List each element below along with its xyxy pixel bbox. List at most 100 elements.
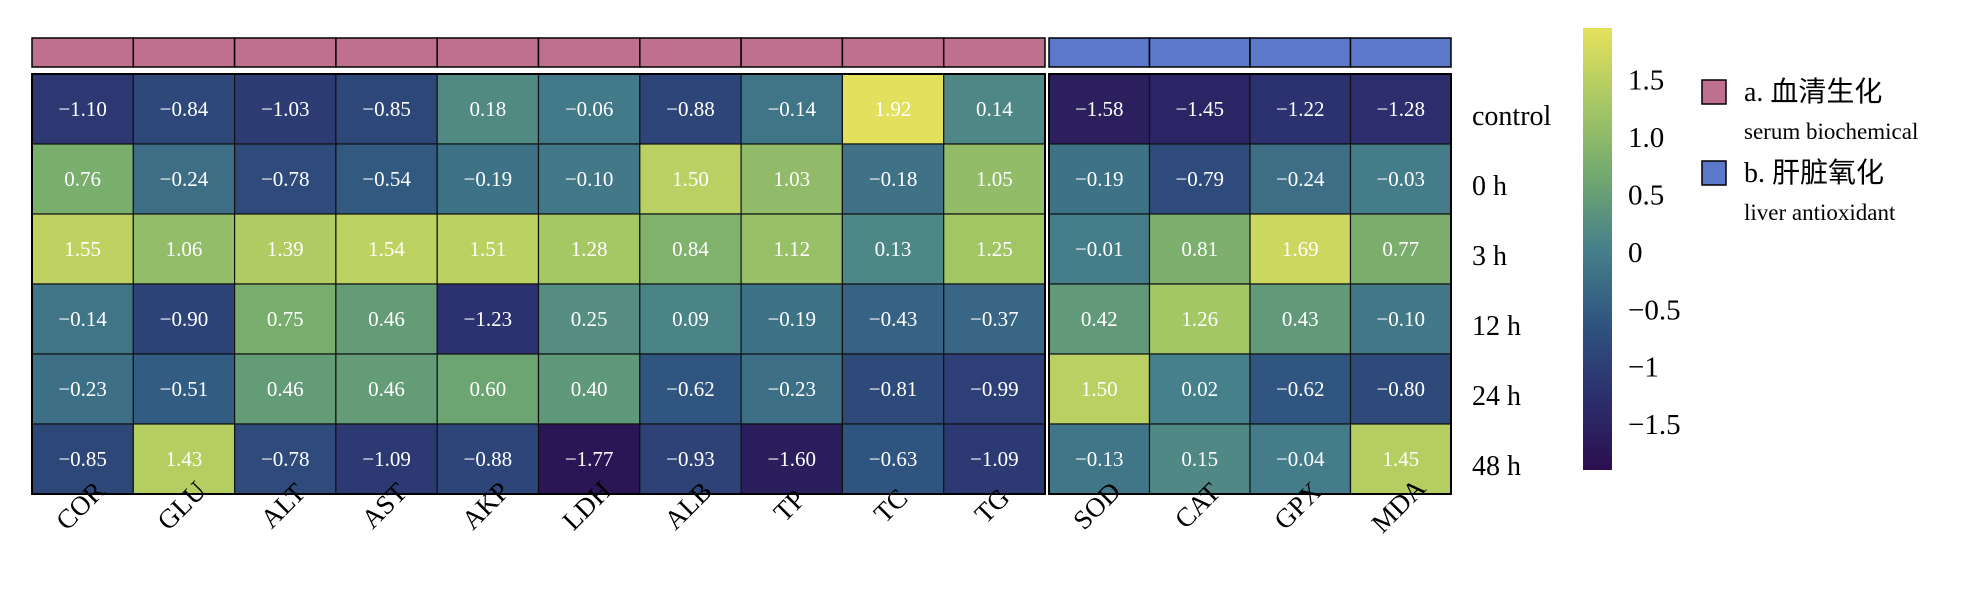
cell-value-label: −0.90 [160,307,209,331]
legend-label: b. 肝脏氧化 [1744,157,1884,189]
group-header-cell-akp [436,37,540,68]
cell-value-label: −0.03 [1376,167,1425,191]
cell-value-label: 1.45 [1382,447,1419,471]
cell-value-label: −0.01 [1075,237,1124,261]
heatmap-cell [1048,353,1151,425]
colorbar [1583,28,1612,470]
cell-value-label: 1.55 [64,237,101,261]
heatmap-cell [841,283,945,355]
cell-value-label: −0.10 [565,167,614,191]
cell-value-label: −0.62 [1276,377,1325,401]
cell-value-label: 1.39 [267,237,304,261]
heatmap-cell [31,283,134,355]
group-header-cell-alb [639,37,742,68]
group-header-cell-cat [1148,37,1251,68]
cell-value-label: −1.10 [58,97,107,121]
cell-value-label: −0.37 [970,307,1019,331]
cell-value-label: −1.45 [1175,97,1224,121]
cell-value-label: 1.06 [166,237,203,261]
colorbar-tick-label: 1.0 [1628,122,1664,154]
group-header-cell-tc [841,37,945,68]
cell-value-label: −0.88 [464,447,513,471]
row-label: 3 h [1472,241,1507,272]
cell-value-label: −1.22 [1276,97,1325,121]
cell-value-label: 1.54 [368,237,405,261]
heatmap-cell [943,73,1046,145]
row-label: control [1472,101,1552,132]
heatmap-cell [537,353,641,425]
legend-label: a. 血清生化 [1744,76,1882,108]
cell-value-label: −0.51 [160,377,209,401]
cell-value-label: 1.43 [166,447,203,471]
heatmap-cell [943,143,1046,215]
cell-value-label: −0.88 [666,97,715,121]
cell-value-label: 1.03 [773,167,810,191]
cell-value-label: 0.18 [469,97,506,121]
heatmap-cell [234,213,337,285]
heatmap-cell [1148,283,1251,355]
heatmap-cell [1148,143,1251,215]
heatmap-cell [841,423,945,495]
cell-value-label: −0.23 [767,377,816,401]
group-header-cell-alt [233,37,337,68]
heatmap-cell [132,353,236,425]
heatmap-cell [436,283,540,355]
heatmap-cell [436,423,540,495]
cell-value-label: 0.42 [1081,307,1118,331]
cell-value-label: 1.69 [1282,237,1319,261]
heatmap-cell [1048,73,1151,145]
group-header-cell-glu [132,37,236,68]
group-header-cell-tg [942,37,1046,68]
colorbar-tick-label: −0.5 [1628,294,1681,326]
cell-value-label: 0.40 [571,377,608,401]
legend-sublabel: liver antioxidant [1744,200,1896,225]
cell-value-label: −0.24 [160,167,209,191]
group-header-cell-sod [1048,37,1151,68]
cell-value-label: 0.43 [1282,307,1319,331]
cell-value-label: 0.75 [267,307,304,331]
colorbar-tick-label: −1 [1628,352,1659,384]
cell-value-label: −0.14 [767,97,816,121]
cell-value-label: 0.02 [1181,377,1218,401]
cell-value-label: −0.78 [261,167,310,191]
cell-value-label: −0.19 [1075,167,1124,191]
group-header-cell-gpx [1249,37,1352,68]
cell-value-label: −0.79 [1175,167,1224,191]
heatmap-cell [31,423,134,495]
cell-value-label: 0.84 [672,237,709,261]
cell-value-label: 0.77 [1382,237,1419,261]
colorbar-tick-label: −1.5 [1628,409,1681,441]
heatmap-block-frame [1048,73,1452,495]
heatmap-cell [639,213,742,285]
heatmap-cell [1249,143,1352,215]
cell-value-label: −1.09 [362,447,411,471]
heatmap-cell [1148,213,1251,285]
cell-value-label: 1.28 [571,237,608,261]
cell-value-label: −1.23 [464,307,513,331]
heatmap-cell [436,213,540,285]
cell-value-label: −1.60 [767,447,816,471]
cell-value-label: −0.10 [1376,307,1425,331]
heatmap-cell [537,423,641,495]
heatmap-cell [132,73,236,145]
heatmap-cell [1349,353,1452,425]
group-header-cell-cor [31,37,135,68]
cell-value-label: 0.60 [469,377,506,401]
heatmap-cell [1349,143,1452,215]
heatmap-block-frame [31,73,1046,495]
cell-value-label: 0.15 [1181,447,1218,471]
heatmap-cell [740,353,843,425]
heatmap-cell [31,73,134,145]
cell-value-label: −1.58 [1075,97,1124,121]
heatmap-cell [943,283,1046,355]
cell-value-label: −0.24 [1276,167,1325,191]
heatmap-cell [639,143,742,215]
colorbar-tick-label: 0 [1628,237,1643,269]
heatmap-cell [1148,423,1251,495]
colorbar-tick-label: 0.5 [1628,179,1664,211]
colorbar-tick-label: 1.5 [1628,65,1664,97]
cell-value-label: −0.81 [869,377,918,401]
cell-value-label: −0.23 [58,377,107,401]
